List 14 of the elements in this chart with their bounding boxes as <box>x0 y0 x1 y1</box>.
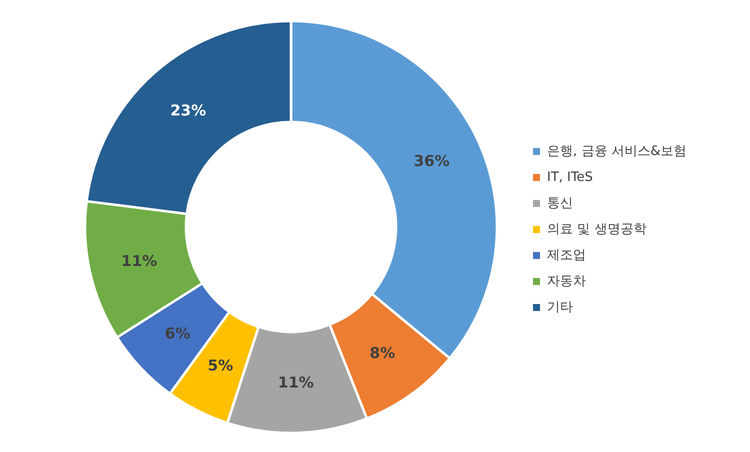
data-label: 5% <box>208 356 234 375</box>
legend-label: 은행, 금융 서비스&보험 <box>547 143 687 160</box>
data-label: 11% <box>121 252 158 270</box>
legend-label: 의료 및 생명공학 <box>547 221 646 238</box>
data-label: 11% <box>278 373 314 392</box>
data-label: 36% <box>414 152 450 170</box>
legend-label: 기타 <box>547 299 573 316</box>
legend-label: 제조업 <box>547 247 586 264</box>
legend-label: IT, ITeS <box>547 170 593 184</box>
data-label: 6% <box>164 324 190 342</box>
data-label: 8% <box>370 344 396 362</box>
legend-label: 통신 <box>547 195 573 212</box>
data-label: 23% <box>170 101 206 120</box>
legend-label: 자동차 <box>547 273 586 290</box>
